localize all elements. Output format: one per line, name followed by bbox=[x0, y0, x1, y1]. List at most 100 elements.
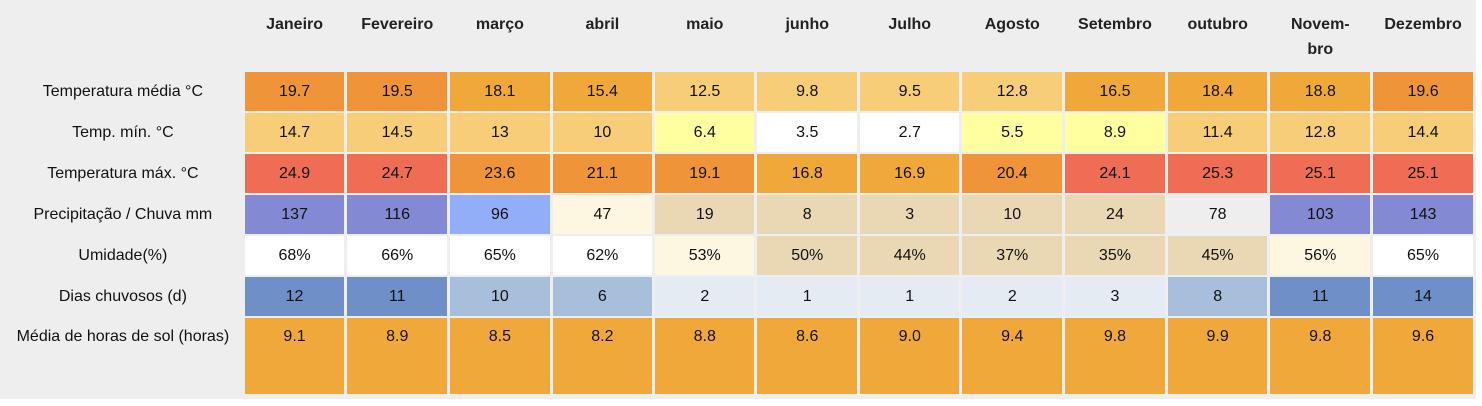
table-cell: 62% bbox=[552, 236, 653, 275]
month-header: junho bbox=[785, 16, 829, 33]
table-cell: 8 bbox=[757, 195, 857, 234]
table-cell: 1 bbox=[859, 277, 960, 316]
row-label: Dias chuvosos (d) bbox=[4, 277, 242, 316]
row-sun-hours: Média de horas de sol (horas) 9.1 8.9 8.5 8.… bbox=[4, 318, 1473, 394]
table-cell: 15.4 bbox=[552, 72, 653, 111]
month-header: abril bbox=[585, 16, 620, 33]
table-cell: 19.6 bbox=[1373, 72, 1473, 111]
table-cell: 10 bbox=[552, 113, 653, 152]
table-cell: 16.5 bbox=[1065, 72, 1165, 111]
table-cell: 14.7 bbox=[244, 113, 345, 152]
table-cell: 9.0 bbox=[859, 318, 960, 394]
row-label: Precipitação / Chuva mm bbox=[4, 195, 242, 234]
table-cell: 24.7 bbox=[347, 154, 448, 193]
table-cell: 9.6 bbox=[1373, 318, 1473, 394]
table-cell: 16.8 bbox=[757, 154, 857, 193]
row-min-temp: Temp. mín. °C 14.7 14.5 13 10 6.4 3.5 2.7 5.5 8.9… bbox=[4, 113, 1473, 152]
table-body: Temperatura média °C 19.7 1 9.5 18.1 15.4 12.5… bbox=[4, 72, 1473, 394]
table-cell: 14.4 bbox=[1373, 113, 1473, 152]
table-cell: 12.8 bbox=[962, 72, 1063, 111]
table-cell: 12.8 bbox=[1270, 113, 1371, 152]
table-cell: 143 bbox=[1373, 195, 1473, 234]
table-cell: 9.8 bbox=[1270, 318, 1371, 394]
table-cell: 24.1 bbox=[1065, 154, 1165, 193]
table-cell: 56% bbox=[1270, 236, 1371, 275]
table-cell: 14.5 bbox=[347, 113, 448, 152]
table-cell: 2.7 bbox=[859, 113, 960, 152]
table-cell: 6.4 bbox=[655, 113, 755, 152]
table-cell: 37% bbox=[962, 236, 1063, 275]
table-cell: 78 bbox=[1167, 195, 1268, 234]
table-cell: 9.5 bbox=[859, 72, 960, 111]
table-cell: 3.5 bbox=[757, 113, 857, 152]
table-cell: 116 bbox=[347, 195, 448, 234]
table-cell: 11 bbox=[347, 277, 448, 316]
month-header: Janeiro bbox=[266, 16, 324, 33]
climate-table-container: Janeiro Fevereiro março abril maio junho… bbox=[0, 0, 1476, 399]
table-cell: 9.9 bbox=[1167, 318, 1268, 394]
table-cell: 9.8 bbox=[757, 72, 857, 111]
row-rainy-days: Dias chuvosos (d) 12 11 10 6 2 1 1 2 3 8 11 14 bbox=[4, 277, 1473, 316]
table-cell: 9.1 bbox=[244, 318, 345, 394]
climate-table: Janeiro Fevereiro março abril maio junho… bbox=[1, 0, 1476, 396]
table-cell: 6 bbox=[552, 277, 653, 316]
row-label: Umidade(%) bbox=[4, 236, 242, 275]
corner-cell bbox=[4, 2, 242, 70]
table-cell: 3 bbox=[1065, 277, 1165, 316]
table-cell: 137 bbox=[244, 195, 345, 234]
table-cell: 25.1 bbox=[1373, 154, 1473, 193]
header-row: Janeiro Fevereiro março abril maio junho… bbox=[4, 2, 1473, 70]
month-header: Novem- bro bbox=[1290, 16, 1350, 58]
table-cell: 65% bbox=[1373, 236, 1473, 275]
table-cell: 10 bbox=[962, 195, 1063, 234]
table-cell: 24 bbox=[1065, 195, 1165, 234]
table-cell: 65% bbox=[450, 236, 550, 275]
table-cell: 13 bbox=[450, 113, 550, 152]
table-cell: 9.8 bbox=[1065, 318, 1165, 394]
table-cell: 19 bbox=[655, 195, 755, 234]
table-cell: 23.6 bbox=[450, 154, 550, 193]
table-cell: 8.2 bbox=[552, 318, 653, 394]
row-label: Temperatura média °C bbox=[4, 72, 242, 111]
table-cell: 47 bbox=[552, 195, 653, 234]
table-cell: 8.6 bbox=[757, 318, 857, 394]
table-cell: 18.1 bbox=[450, 72, 550, 111]
table-cell: 103 bbox=[1270, 195, 1371, 234]
table-cell: 96 bbox=[450, 195, 550, 234]
table-cell: 25.3 bbox=[1167, 154, 1268, 193]
table-cell: 12.5 bbox=[655, 72, 755, 111]
row-label: Temp. mín. °C bbox=[4, 113, 242, 152]
month-header: Fevereiro bbox=[361, 16, 434, 33]
table-cell: 8.5 bbox=[450, 318, 550, 394]
table-cell: 24.9 bbox=[244, 154, 345, 193]
row-avg-temp: Temperatura média °C 19.7 19.5 18.1 15.4 12.5… bbox=[4, 72, 1473, 111]
table-cell: 8.8 bbox=[655, 318, 755, 394]
table-cell: 50% bbox=[757, 236, 857, 275]
table-cell: 44% bbox=[859, 236, 960, 275]
month-header: Setembro bbox=[1078, 16, 1152, 33]
month-header: Dezembro bbox=[1384, 16, 1462, 33]
table-cell: 18.4 bbox=[1167, 72, 1268, 111]
table-cell: 11.4 bbox=[1167, 113, 1268, 152]
table-cell: 66% bbox=[347, 236, 448, 275]
month-header: outubro bbox=[1187, 16, 1248, 33]
month-header: Julho bbox=[888, 16, 932, 33]
table-cell: 9.4 bbox=[962, 318, 1063, 394]
table-cell: 2 bbox=[962, 277, 1063, 316]
table-cell: 19.1 bbox=[655, 154, 755, 193]
month-header: março bbox=[475, 16, 524, 33]
table-cell: 20.4 bbox=[962, 154, 1063, 193]
table-cell: 25.1 bbox=[1270, 154, 1371, 193]
table-cell: 19.7 bbox=[244, 72, 345, 111]
table-cell: 53% bbox=[655, 236, 755, 275]
row-label: Temperatura máx. °C bbox=[4, 154, 242, 193]
table-cell: 18.8 bbox=[1270, 72, 1371, 111]
table-cell: 16.9 bbox=[859, 154, 960, 193]
table-cell: 10 bbox=[450, 277, 550, 316]
table-cell: 21.1 bbox=[552, 154, 653, 193]
table-cell: 45% bbox=[1167, 236, 1268, 275]
month-header: Agosto bbox=[984, 16, 1040, 33]
table-cell: 5.5 bbox=[962, 113, 1063, 152]
row-max-temp: Temperatura máx. °C 24.9 24.7 23.6 21.1 19.1 1… bbox=[4, 154, 1473, 193]
table-cell: 8.9 bbox=[1065, 113, 1165, 152]
